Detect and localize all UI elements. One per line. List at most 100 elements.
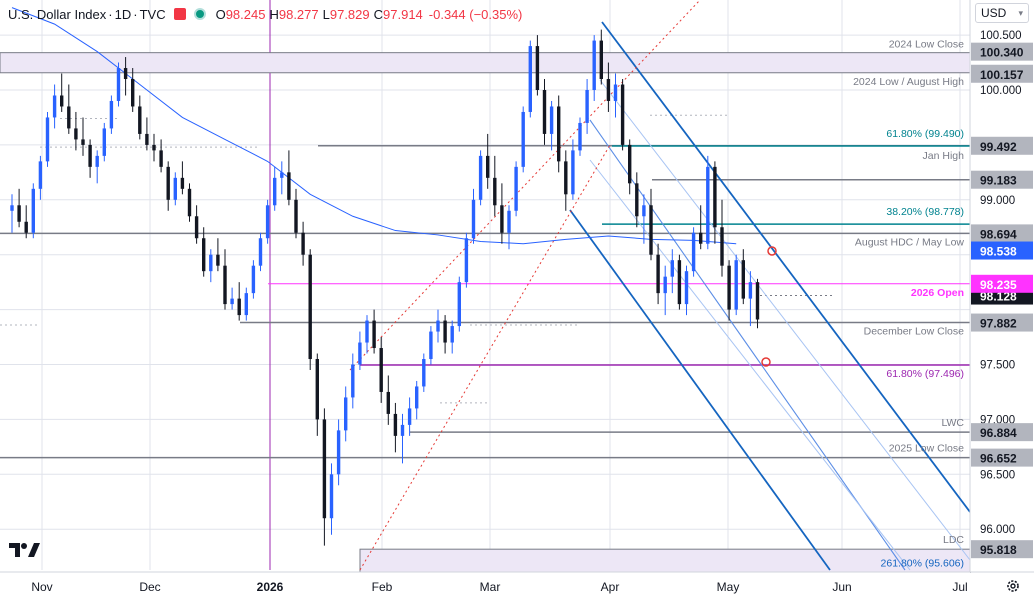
candle-body [635, 183, 639, 217]
candle-body [60, 95, 64, 107]
label-fib-98778: 38.20% (98.778) [886, 206, 964, 218]
currency-selector[interactable]: USD ▾ [975, 3, 1029, 23]
candle-body [187, 188, 192, 217]
candle-body [145, 133, 149, 145]
symbol-name[interactable]: U.S. Dollar Index [8, 6, 107, 22]
channel-inner-line [599, 79, 971, 561]
flag-icon[interactable] [173, 8, 186, 20]
candle-body [45, 117, 50, 162]
channel-marker [767, 246, 777, 256]
candle-body [322, 419, 327, 519]
time-tick-label: Apr [601, 580, 620, 594]
candle-body [116, 68, 121, 101]
candle-body [585, 90, 589, 123]
price-badge-98538-bg [971, 241, 1033, 260]
candle-body [713, 166, 717, 228]
price-badge-99183-bg [971, 170, 1033, 189]
horizontal-levels [0, 114, 970, 574]
candle-body [691, 232, 696, 272]
price-badge-100340: 100.340 [980, 46, 1024, 60]
price-tick-label: 96.500 [980, 469, 1015, 481]
candle-body [450, 326, 454, 343]
candle-body [400, 424, 405, 436]
candle-body [180, 177, 185, 189]
candle-body [620, 84, 625, 145]
candle-body [258, 238, 263, 266]
market-status-icon[interactable] [193, 8, 206, 20]
candle-body [535, 46, 540, 90]
time-tick-label: Jul [952, 580, 967, 594]
channel-marker [761, 357, 771, 367]
label-fib-99490: 61.80% (99.490) [886, 128, 964, 140]
candle-body [478, 155, 483, 200]
label-2024-low-august-high: 2024 Low / August High [853, 76, 964, 88]
candle-body [443, 320, 447, 343]
candle-body [521, 111, 525, 167]
price-badge-95818-bg [971, 540, 1033, 559]
candle-body [699, 232, 703, 244]
candle-body [287, 172, 291, 200]
time-axis[interactable]: Nov Dec 2026 Feb Mar Apr May Jun Jul [0, 571, 1034, 597]
gear-icon[interactable] [1005, 578, 1021, 594]
symbol-legend: U.S. Dollar Index · 1D · TVC O 98.245 H 98… [4, 4, 522, 24]
candle-body [464, 238, 469, 283]
candle-body [386, 391, 390, 414]
candle-body [223, 265, 227, 305]
candle-body [507, 210, 511, 233]
price-axis[interactable]: 100.500100.00099.50099.00097.50097.00096… [969, 0, 1034, 572]
candle-body [17, 205, 21, 222]
ascending-channel-lower [359, 144, 611, 571]
label-fib-97496: 61.80% (97.496) [886, 368, 964, 380]
candle-body [194, 216, 199, 239]
candle-body [592, 40, 596, 90]
support-resistance-zones [0, 52, 971, 573]
time-tick-label: Jun [832, 580, 851, 594]
change-value: -0.344 (−0.35%) [428, 6, 523, 22]
candle-body [379, 348, 383, 392]
candle-body [372, 320, 376, 349]
candle-body [564, 161, 568, 195]
candle-body [95, 155, 99, 167]
tradingview-logo [9, 543, 40, 557]
candle-body [642, 205, 646, 217]
price-badge-96884-bg [971, 423, 1033, 442]
candle-body [528, 46, 532, 112]
candle-body [670, 260, 674, 277]
candle-body [741, 260, 745, 299]
candle-body [599, 40, 603, 80]
source-label: TVC [139, 6, 166, 22]
candle-body [301, 232, 305, 255]
price-badge-98538: 98.538 [980, 245, 1017, 259]
candle-body [549, 106, 554, 134]
candle-body [131, 79, 135, 107]
candle-body [429, 331, 433, 360]
price-badge-96884: 96.884 [980, 426, 1017, 440]
candle-body [67, 106, 71, 129]
candle-body [436, 320, 440, 332]
candle-body [656, 254, 660, 294]
candle-body [415, 386, 419, 409]
price-badge-100157: 100.157 [980, 68, 1024, 82]
time-tick-label: Mar [480, 580, 501, 594]
legend-separator: · [108, 6, 113, 22]
time-tick-label: Feb [372, 580, 393, 594]
time-tick-label: Dec [139, 580, 160, 594]
descending-pitchfork-channel [349, 0, 971, 571]
price-badge-98128: 98.128 [980, 290, 1017, 304]
candle-body [280, 172, 284, 178]
candle-body [102, 128, 106, 156]
legend-separator: · [133, 6, 138, 22]
candle-body [81, 139, 85, 145]
candle-body [265, 205, 270, 239]
interval-label[interactable]: 1D [114, 6, 132, 22]
candle-body [471, 199, 476, 239]
candlestick-series [10, 29, 760, 546]
candle-body [329, 474, 334, 519]
price-tick-label: 97.500 [980, 360, 1015, 372]
candle-body [493, 177, 497, 206]
candle-body [209, 254, 213, 272]
candle-body [166, 166, 170, 200]
candle-body [606, 79, 611, 101]
chevron-down-icon: ▾ [1018, 7, 1023, 18]
